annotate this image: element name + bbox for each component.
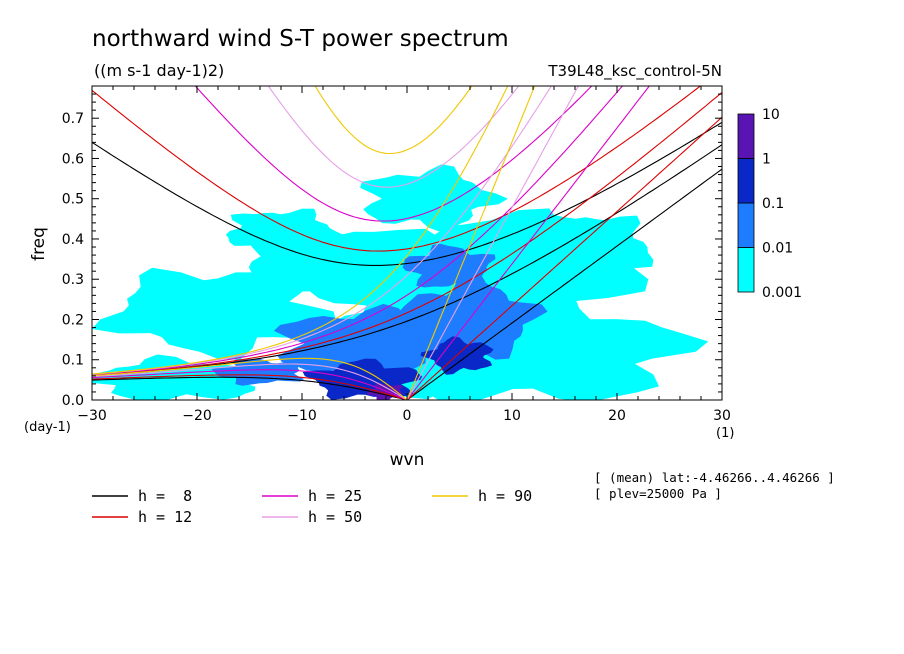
inertia-gravity-curve-h50 [267, 86, 520, 188]
legend-label: h = 25 [308, 487, 362, 505]
inertia-gravity-curve-h12 [92, 86, 702, 252]
legend-label: h = 50 [308, 508, 362, 526]
contour-region-0.001 [360, 164, 508, 233]
rossby-curve-h12 [92, 374, 408, 400]
kelvin-curve-h12 [406, 116, 722, 400]
x-tick-label: 10 [503, 408, 521, 424]
inertia-gravity-curve-h90 [314, 86, 473, 155]
plev-info: [ plev=25000 Pa ] [594, 486, 722, 501]
y-tick-label: 0.1 [62, 353, 84, 369]
rossby-curve-h8 [92, 376, 408, 400]
y-axis-label: freq [29, 227, 49, 261]
mrg-curve-h90 [92, 86, 509, 375]
contour-region-0.01 [398, 274, 548, 360]
mrg-curve-h12 [92, 91, 722, 376]
contour-region-0.01 [402, 243, 496, 288]
x-tick-label: −20 [182, 408, 212, 424]
axis-ticks: −30 −20 −10 0 10 20 30 0.0 0.1 0.2 0.3 0.4 0.5 0.6 0.7 [62, 86, 731, 424]
kelvin-curve-h90 [406, 86, 536, 400]
y-unit-label: (day-1) [24, 420, 71, 435]
y-tick-label: 0.0 [62, 393, 84, 409]
y-tick-label: 0.4 [62, 232, 84, 248]
lat-info: [ (mean) lat:-4.46266..4.46266 ] [594, 470, 835, 485]
kelvin-curve-h50 [406, 86, 579, 400]
x-unit-label: (1) [716, 426, 734, 441]
y-tick-label: 0.2 [62, 312, 84, 328]
x-axis-label: wvn [390, 450, 425, 470]
y-tick-label: 0.3 [62, 272, 84, 288]
colorbar-swatch [737, 158, 755, 204]
legend-label: h = 8 [138, 487, 192, 505]
y-tick-label: 0.7 [62, 111, 84, 127]
rossby-curve-h50 [92, 363, 408, 400]
units-label: ((m s-1 day-1)2) [94, 61, 224, 80]
colorbar: 0.001 0.01 0.1 1 10 [737, 107, 802, 301]
x-tick-label: 20 [608, 408, 626, 424]
dispersion-curves [92, 86, 722, 400]
y-tick-label: 0.6 [62, 151, 84, 167]
colorbar-label: 0.001 [762, 285, 802, 301]
x-tick-label: 0 [403, 408, 412, 424]
rossby-curve-h25 [92, 369, 408, 400]
colorbar-swatch [737, 202, 755, 248]
kelvin-curve-h8 [406, 168, 722, 400]
colorbar-label: 10 [762, 107, 780, 123]
mrg-curve-h50 [92, 86, 553, 375]
colorbar-swatch [737, 247, 755, 293]
chart-title: northward wind S-T power spectrum [92, 26, 509, 52]
contour-region-0.001 [225, 208, 344, 255]
y-tick-label: 0.5 [62, 192, 84, 208]
run-label: T39L48_ksc_control-5N [547, 62, 722, 81]
colorbar-label: 1 [762, 152, 771, 168]
legend-label: h = 12 [138, 508, 192, 526]
inertia-gravity-curve-h8 [92, 121, 722, 266]
legend: h = 8 h = 12 h = 25 h = 50 h = 90 [92, 487, 532, 526]
x-tick-label: −10 [287, 408, 317, 424]
rossby-curve-h90 [92, 357, 408, 400]
x-tick-label: −30 [77, 408, 107, 424]
contour-region-0.001 [514, 213, 654, 283]
colorbar-label: 0.01 [762, 241, 793, 257]
colorbar-swatch [737, 113, 755, 159]
colorbar-label: 0.1 [762, 196, 784, 212]
kelvin-curve-h25 [406, 86, 650, 400]
x-tick-label: 30 [713, 408, 731, 424]
legend-label: h = 90 [478, 487, 532, 505]
